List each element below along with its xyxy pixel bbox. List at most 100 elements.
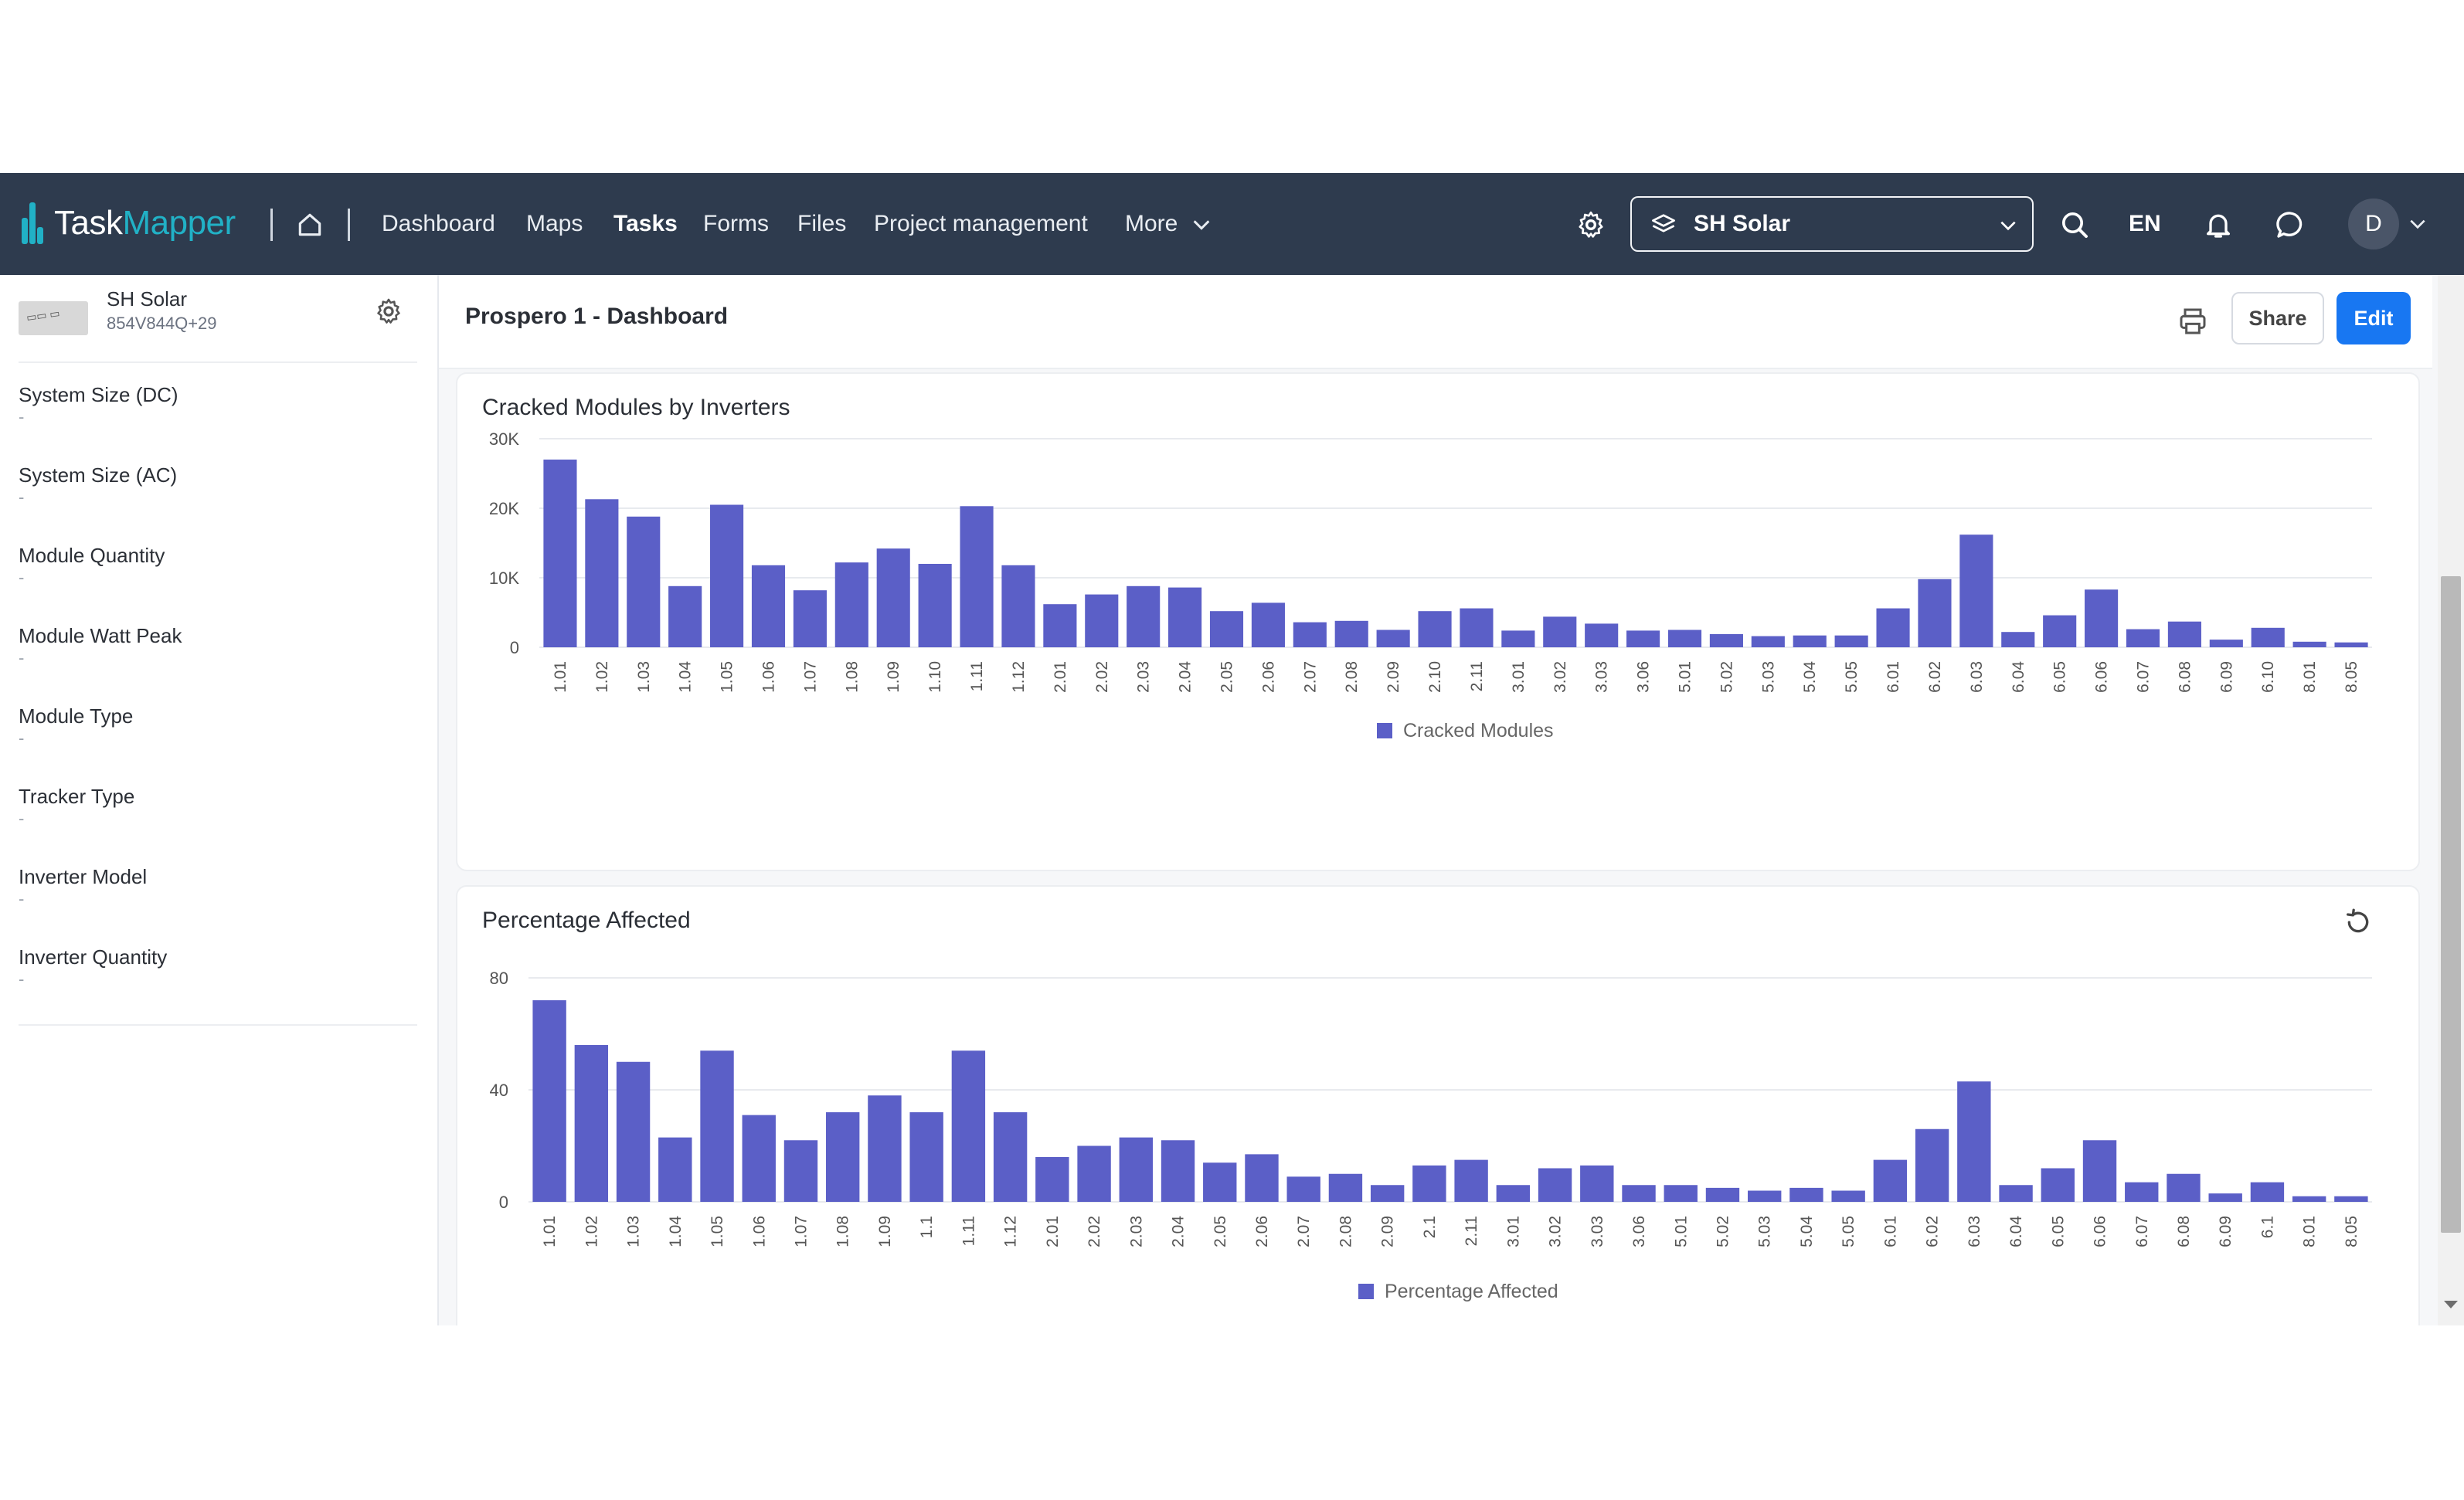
taskmapper-logo[interactable]: TaskMapper <box>54 204 236 242</box>
bar[interactable] <box>1585 623 1619 647</box>
bar[interactable] <box>1580 1165 1614 1202</box>
bar[interactable] <box>532 1000 566 1202</box>
bar[interactable] <box>1286 1176 1320 1202</box>
bar[interactable] <box>1119 1137 1153 1202</box>
bar[interactable] <box>2085 589 2119 647</box>
refresh-icon[interactable] <box>2343 907 2374 938</box>
bar[interactable] <box>1751 636 1785 647</box>
bar[interactable] <box>2250 1182 2285 1202</box>
bar[interactable] <box>1203 1162 1237 1202</box>
bar[interactable] <box>793 590 827 647</box>
bar[interactable] <box>574 1045 609 1202</box>
bar[interactable] <box>951 1050 986 1202</box>
bar[interactable] <box>1127 585 1161 647</box>
bar[interactable] <box>993 1112 1028 1202</box>
edit-button[interactable]: Edit <box>2337 292 2411 344</box>
bar[interactable] <box>1664 1185 1698 1202</box>
bar[interactable] <box>2208 1193 2242 1202</box>
chart-legend[interactable]: Percentage Affected <box>1358 1281 1558 1302</box>
bar[interactable] <box>1496 1185 1531 1202</box>
bar[interactable] <box>1370 1185 1405 1202</box>
bar[interactable] <box>876 548 910 647</box>
bar[interactable] <box>2209 640 2243 647</box>
chevron-down-icon[interactable] <box>2408 216 2428 232</box>
gear-icon[interactable] <box>1573 207 1609 243</box>
bar[interactable] <box>2126 629 2160 647</box>
bar[interactable] <box>1622 1185 1656 1202</box>
nav-files[interactable]: Files <box>797 211 847 236</box>
bar[interactable] <box>1460 608 1494 647</box>
home-icon[interactable] <box>292 207 328 243</box>
nav-more[interactable]: More <box>1125 209 1212 239</box>
print-icon[interactable] <box>2170 298 2216 344</box>
bar[interactable] <box>627 516 661 647</box>
bar[interactable] <box>1705 1187 1740 1202</box>
bar[interactable] <box>1793 635 1827 647</box>
bar[interactable] <box>1001 565 1035 647</box>
bar[interactable] <box>2167 621 2201 647</box>
bar[interactable] <box>826 1112 860 1202</box>
bar[interactable] <box>2334 642 2368 647</box>
bar[interactable] <box>1538 1168 1572 1203</box>
bar[interactable] <box>2082 1140 2117 1202</box>
bar[interactable] <box>543 460 577 647</box>
nav-maps[interactable]: Maps <box>526 211 583 236</box>
bar[interactable] <box>783 1140 818 1202</box>
nav-project-management[interactable]: Project management <box>874 211 1088 236</box>
bar[interactable] <box>668 585 702 647</box>
bar[interactable] <box>616 1061 651 1202</box>
bell-icon[interactable] <box>2201 207 2236 243</box>
bar[interactable] <box>742 1115 776 1202</box>
bar[interactable] <box>1293 622 1327 647</box>
bar[interactable] <box>658 1137 692 1202</box>
bar[interactable] <box>1251 602 1285 647</box>
project-selector[interactable]: SH Solar <box>1630 196 2034 252</box>
nav-tasks[interactable]: Tasks <box>613 211 678 236</box>
scrollbar[interactable] <box>2438 275 2464 1325</box>
bar[interactable] <box>1543 616 1577 647</box>
bar[interactable] <box>1831 1190 1865 1203</box>
bar[interactable] <box>918 564 952 647</box>
bar[interactable] <box>751 565 786 647</box>
bar[interactable] <box>1328 1173 1363 1202</box>
bar[interactable] <box>585 499 619 647</box>
bar[interactable] <box>834 562 868 647</box>
bar[interactable] <box>1873 1159 1908 1202</box>
language-selector[interactable]: EN <box>2129 211 2161 236</box>
bar[interactable] <box>2334 1196 2368 1202</box>
bar[interactable] <box>1501 630 1535 647</box>
bar[interactable] <box>1834 635 1868 647</box>
nav-dashboard[interactable]: Dashboard <box>382 211 495 236</box>
bar[interactable] <box>1959 535 1993 647</box>
search-icon[interactable] <box>2057 207 2092 243</box>
bar[interactable] <box>1412 1165 1446 1202</box>
bar[interactable] <box>1454 1159 1488 1202</box>
bar[interactable] <box>1168 587 1202 647</box>
project-settings-gear-icon[interactable] <box>374 297 403 330</box>
bar[interactable] <box>2167 1173 2201 1202</box>
bar[interactable] <box>1418 611 1452 647</box>
bar[interactable] <box>1376 630 1410 648</box>
share-button[interactable]: Share <box>2231 292 2324 344</box>
bar[interactable] <box>1999 1185 2033 1202</box>
bar[interactable] <box>1915 1128 1949 1202</box>
bar[interactable] <box>1667 630 1702 648</box>
bar[interactable] <box>1334 620 1368 647</box>
nav-forms[interactable]: Forms <box>703 211 769 236</box>
scroll-down-arrow-icon[interactable] <box>2444 1301 2458 1308</box>
bar[interactable] <box>1748 1190 1782 1203</box>
bar[interactable] <box>1043 604 1077 647</box>
bar[interactable] <box>2292 1196 2326 1202</box>
bar[interactable] <box>1957 1081 1991 1202</box>
bar[interactable] <box>710 504 744 648</box>
bar[interactable] <box>1085 594 1119 647</box>
chat-icon[interactable] <box>2272 207 2308 243</box>
bar[interactable] <box>1876 608 1910 647</box>
bar[interactable] <box>2125 1182 2159 1202</box>
bar[interactable] <box>960 506 994 647</box>
bar[interactable] <box>1709 633 1743 647</box>
chart-legend[interactable]: Cracked Modules <box>1377 720 1554 742</box>
bar[interactable] <box>2043 615 2077 647</box>
user-avatar[interactable]: D <box>2348 199 2399 249</box>
bar[interactable] <box>1918 579 1952 647</box>
